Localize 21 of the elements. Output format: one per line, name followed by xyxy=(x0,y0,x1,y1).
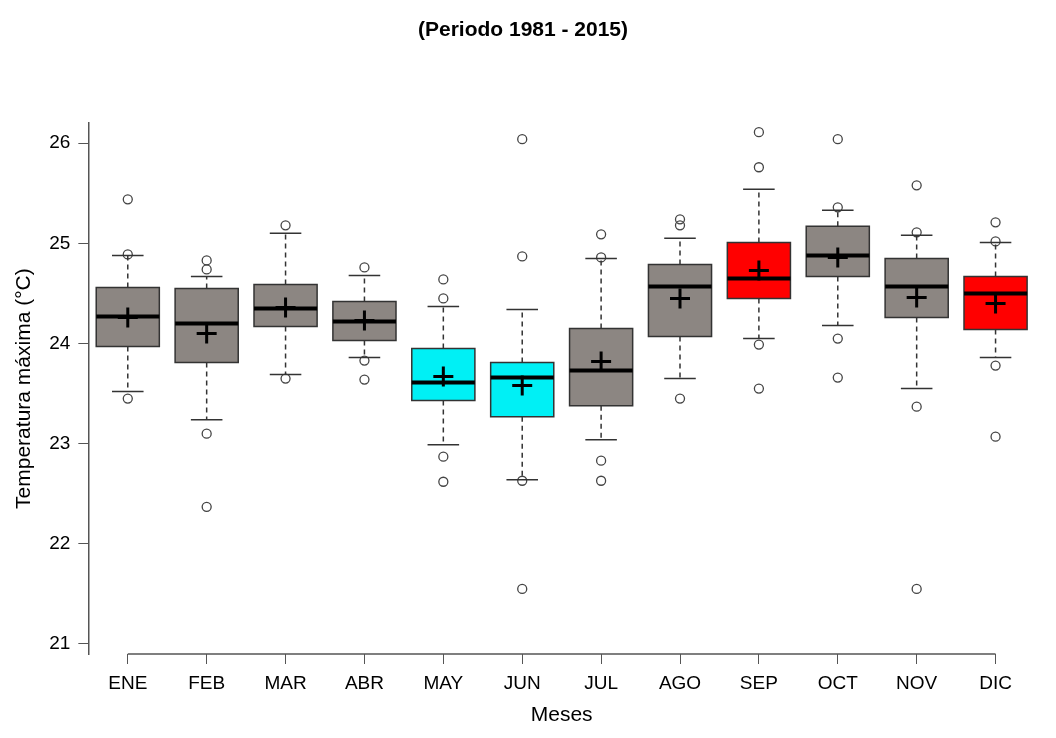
y-tick-label: 22 xyxy=(49,532,71,554)
y-tick-label: 26 xyxy=(49,131,71,153)
x-tick-label: ENE xyxy=(108,671,148,693)
x-axis-title: Meses xyxy=(530,702,593,726)
x-tick-label: OCT xyxy=(817,671,859,693)
y-tick-label: 23 xyxy=(49,431,71,453)
x-tick-label: JUL xyxy=(584,671,619,693)
x-tick-label: JUN xyxy=(503,671,541,693)
x-tick-label: MAR xyxy=(264,671,307,693)
x-tick-label: FEB xyxy=(188,671,226,693)
x-tick-label: MAY xyxy=(423,671,464,693)
x-tick-label: AGO xyxy=(658,671,702,693)
y-tick-label: 25 xyxy=(49,231,71,253)
x-tick-label: ABR xyxy=(344,671,384,693)
x-tick-label: NOV xyxy=(896,671,938,693)
x-tick-label: DIC xyxy=(979,671,1012,693)
x-tick-label: SEP xyxy=(739,671,778,693)
y-axis-title: Temperatura máxima (°C) xyxy=(11,268,35,509)
y-tick-label: 21 xyxy=(49,632,71,654)
chart-title: (Periodo 1981 - 2015) xyxy=(417,17,629,41)
y-tick-label: 24 xyxy=(49,331,71,353)
